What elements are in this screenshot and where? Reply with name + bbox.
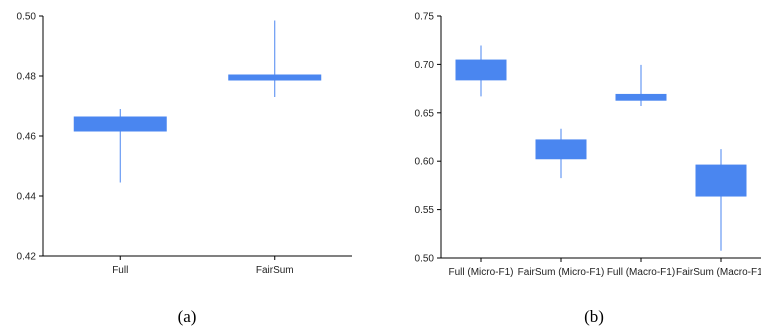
box-rect [228,74,322,81]
box-2 [535,128,587,179]
panel-b-box-plot: 0.75 0.70 0.65 0.60 0.55 0.50 Full (Micro-F1) F… [415,12,761,326]
x-tick-label: FairSum [256,265,294,276]
box-rect [615,93,667,101]
box-1 [73,109,167,183]
x-tick-label: Full (Micro-F1) [449,267,514,278]
box-rect [455,59,507,81]
y-tick-label: 0.75 [415,12,435,23]
y-tick-label: 0.50 [17,12,37,23]
x-tick-label: Full (Macro-F1) [607,267,675,278]
y-tick-label: 0.70 [415,60,435,71]
y-tick-label: 0.48 [17,72,37,83]
box-4 [695,149,747,251]
y-tick-label: 0.44 [17,192,37,203]
y-tick-label: 0.42 [17,252,37,263]
panel-caption: (b) [584,307,604,326]
panel-a-box-plot: 0.50 0.48 0.46 0.44 0.42 Full FairSum (a) [17,12,352,326]
box-rect [695,164,747,197]
box-2 [228,20,322,97]
x-tick-label: Full [112,265,128,276]
y-tick-label: 0.65 [415,108,435,119]
box-1 [455,45,507,97]
y-tick-label: 0.55 [415,205,435,216]
box-rect [535,139,587,160]
x-tick-label: FairSum (Micro-F1) [518,267,605,278]
panel-caption: (a) [178,307,197,326]
x-tick-label: FairSum (Macro-F1) [676,267,761,278]
y-tick-label: 0.50 [415,254,435,265]
y-tick-label: 0.46 [17,132,37,143]
box-rect [73,116,167,132]
y-tick-label: 0.60 [415,157,435,168]
box-3 [615,64,667,107]
